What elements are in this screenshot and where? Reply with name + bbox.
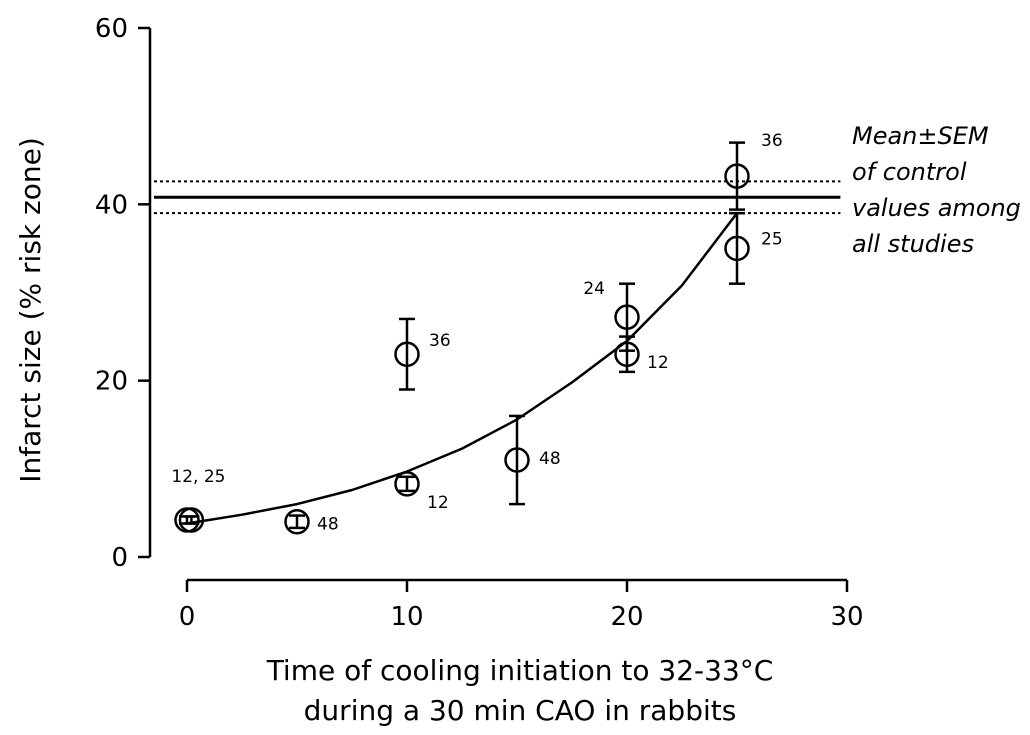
data-point: 12, 25	[171, 467, 225, 533]
data-point: 48	[504, 414, 561, 506]
fit-curve	[186, 212, 738, 525]
point-label: 12, 25	[171, 467, 225, 487]
x-tick-label: 20	[610, 602, 643, 632]
point-marker	[394, 471, 420, 497]
control-note-line-1: Mean±SEM	[852, 122, 989, 150]
control-note-line-3: values among	[852, 194, 1021, 222]
point-label: 36	[429, 331, 451, 351]
point-label: 12	[427, 493, 449, 513]
data-point: 12	[394, 471, 449, 513]
x-tick-label: 30	[830, 602, 863, 632]
y-tick-label: 20	[95, 367, 128, 397]
point-marker	[284, 508, 310, 535]
point-marker	[504, 447, 530, 473]
data-point: 12	[614, 335, 669, 373]
y-tick-label: 0	[111, 543, 128, 573]
data-point: 24	[583, 279, 640, 352]
control-note-line-2: of control	[852, 158, 967, 186]
x-tick-label: 10	[390, 602, 423, 632]
data-point: 36	[724, 131, 783, 211]
data-point: 48	[284, 508, 339, 535]
point-label: 25	[761, 229, 783, 249]
data-points: 12, 25 48 12 36 48 24 12 25 36	[171, 131, 782, 535]
x-axis-title-line-1: Time of cooling initiation to 32-33°C	[266, 654, 774, 687]
point-label: 36	[761, 131, 783, 151]
point-label: 12	[647, 353, 669, 373]
y-tick-label: 40	[95, 190, 128, 220]
data-point: 25	[724, 211, 783, 285]
control-note-line-4: all studies	[852, 230, 974, 258]
point-label: 24	[583, 279, 605, 299]
point-marker	[178, 507, 205, 533]
control-note: Mean±SEM of control values among all stu…	[852, 122, 1021, 258]
x-tick-label: 0	[179, 602, 196, 632]
axes: 0 20 40 60 0 10 20 30	[95, 14, 864, 632]
x-axis-title-line-2: during a 30 min CAO in rabbits	[304, 694, 737, 727]
point-marker	[614, 341, 640, 367]
point-marker	[394, 341, 420, 367]
point-label: 48	[539, 449, 561, 469]
fit-curve-group	[186, 212, 738, 525]
point-marker	[724, 163, 750, 189]
point-label: 48	[317, 515, 339, 535]
y-tick-label: 60	[95, 14, 128, 44]
y-axis-title: Infarct size (% risk zone)	[14, 137, 47, 483]
point-marker	[724, 235, 750, 262]
data-point: 36	[394, 317, 451, 391]
point-marker	[614, 304, 640, 330]
